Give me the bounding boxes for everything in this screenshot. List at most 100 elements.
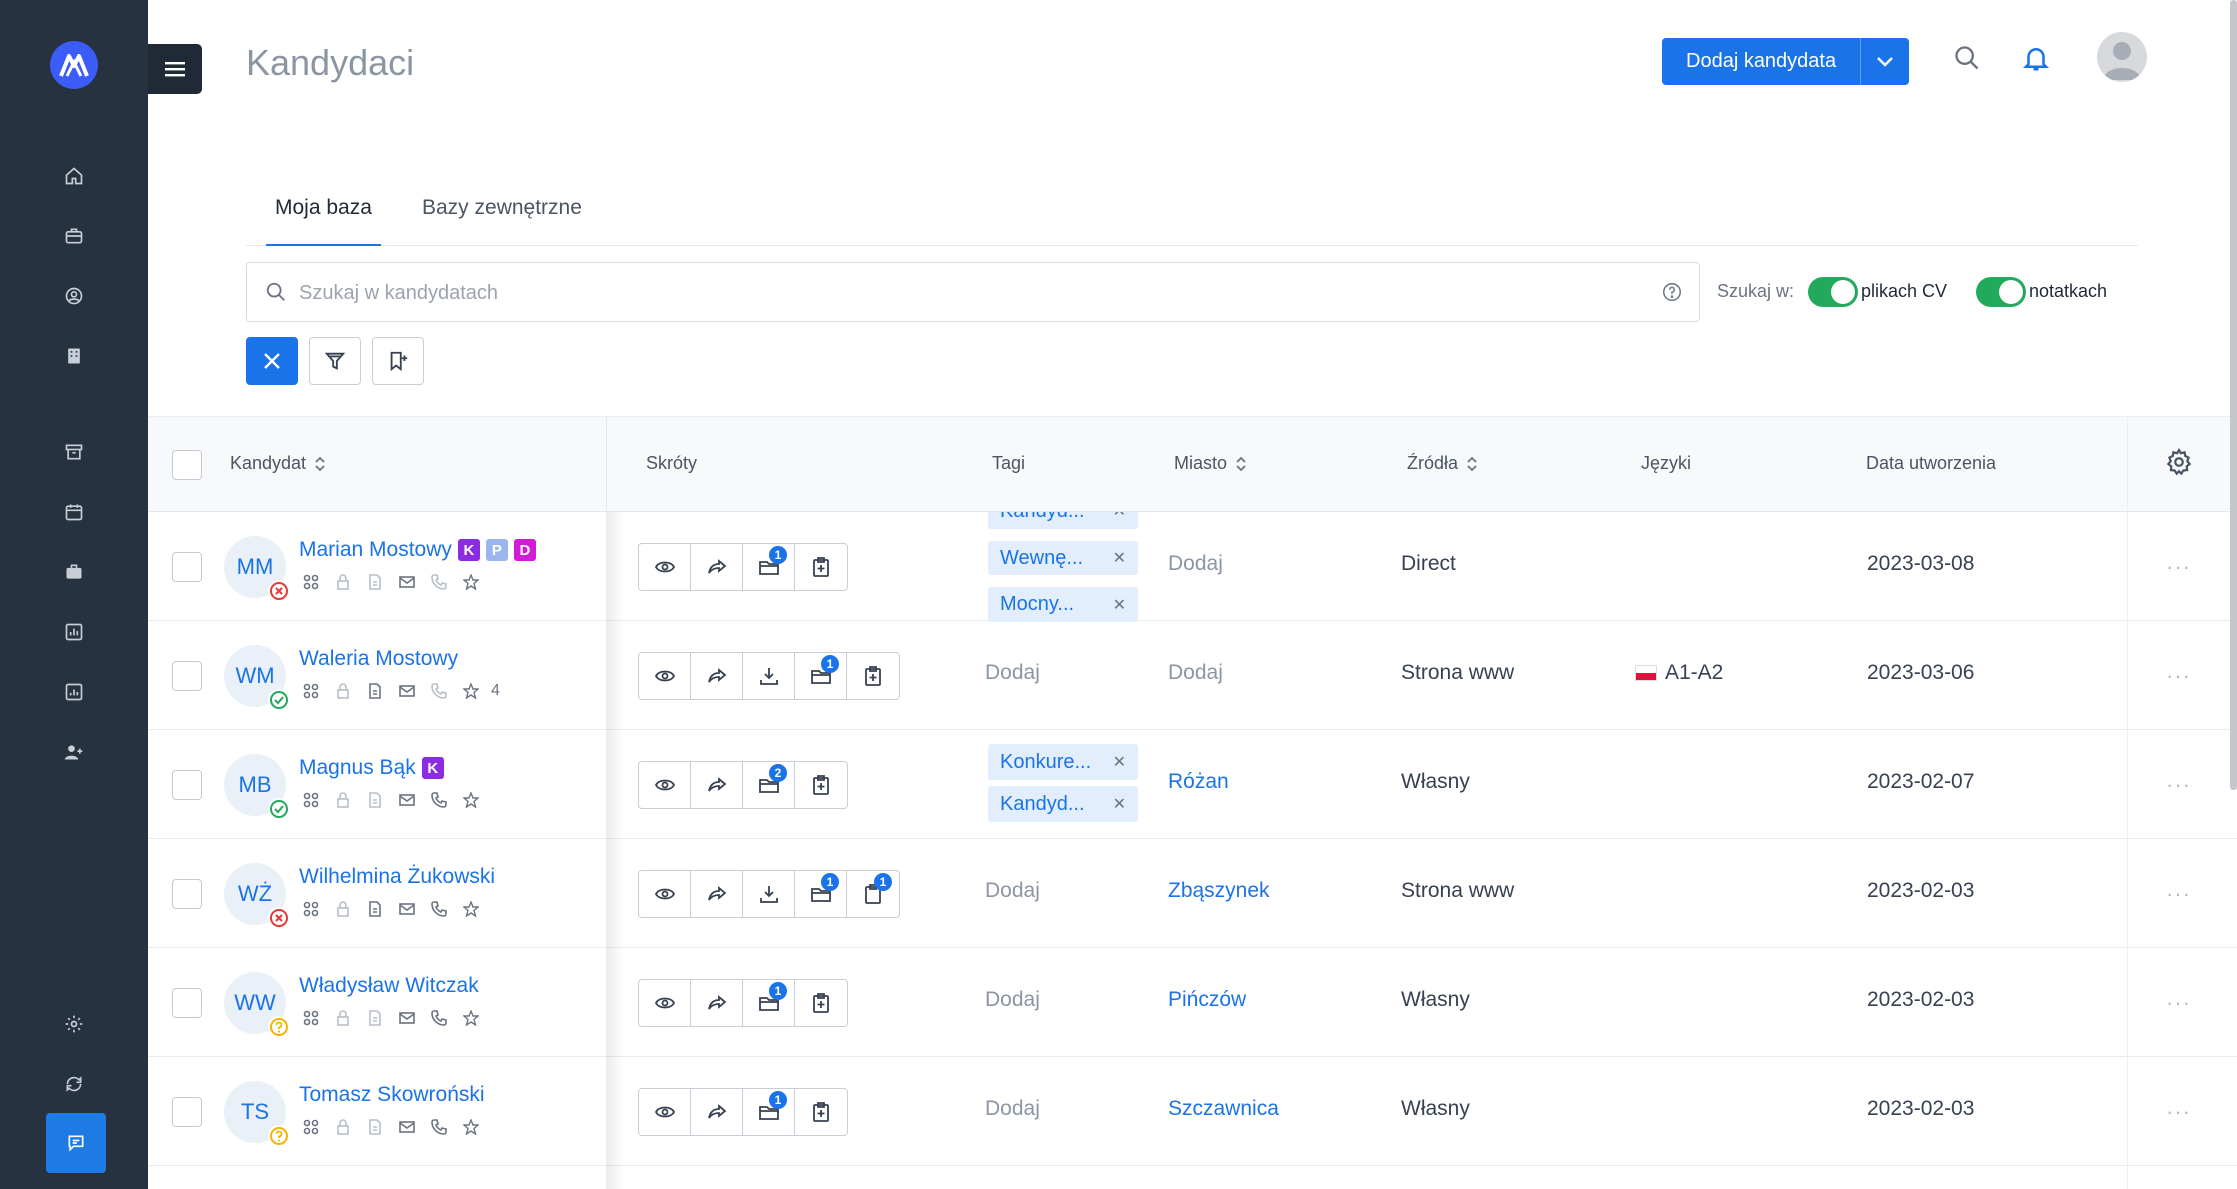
add-candidate-button[interactable]: Dodaj kandydata [1662, 38, 1862, 85]
row-checkbox[interactable] [172, 1097, 202, 1127]
user-circle-icon[interactable] [58, 280, 90, 312]
preview-button[interactable] [639, 762, 691, 808]
avatar[interactable]: WM [224, 645, 290, 711]
tags-add[interactable]: Dodaj [985, 988, 1040, 1011]
gear-icon[interactable] [2164, 447, 2194, 477]
add-to-list-button[interactable] [795, 980, 847, 1026]
row-checkbox[interactable] [172, 661, 202, 691]
table-row[interactable]: WŻ Wilhelmina Żukowski 1 1 Dodaj Zbąszyn… [148, 839, 2237, 948]
table-row[interactable]: WW Władysław Witczak 1 Dodaj Pińczów Wła… [148, 948, 2237, 1057]
folder-button[interactable]: 1 [743, 544, 795, 590]
close-icon[interactable]: ✕ [1112, 796, 1126, 813]
tag-chip[interactable]: Kandyd... ✕ [988, 786, 1138, 822]
city-link[interactable]: Zbąszynek [1168, 879, 1270, 902]
row-menu-button[interactable]: ··· [2166, 554, 2191, 579]
tags-add[interactable]: Dodaj [985, 1097, 1040, 1120]
city-link[interactable]: Pińczów [1168, 988, 1247, 1011]
add-to-list-button[interactable] [795, 544, 847, 590]
sync-icon[interactable] [58, 1068, 90, 1100]
row-menu-button[interactable]: ··· [2166, 881, 2191, 906]
folder-button[interactable]: 1 [795, 653, 847, 699]
app-logo[interactable] [50, 41, 98, 89]
tab-external-bases[interactable]: Bazy zewnętrzne [422, 196, 582, 219]
avatar[interactable]: TS [224, 1081, 290, 1147]
city-link[interactable]: Szczawnica [1168, 1097, 1279, 1120]
archive-icon[interactable] [58, 436, 90, 468]
th-sources[interactable]: Źródła [1407, 453, 1478, 474]
tag-chip[interactable]: Konkure... ✕ [988, 744, 1138, 780]
help-icon[interactable] [1661, 281, 1683, 303]
tag-chip[interactable]: Kandyd... ✕ [988, 512, 1138, 529]
tag-chip[interactable]: Wewnę... ✕ [988, 540, 1138, 576]
candidate-name-link[interactable]: Wilhelmina Żukowski [299, 865, 495, 889]
row-menu-button[interactable]: ··· [2166, 772, 2191, 797]
avatar[interactable]: MB [224, 754, 290, 820]
table-row[interactable]: TS Tomasz Skowroński 1 Dodaj Szczawnica … [148, 1057, 2237, 1166]
tag-chip[interactable]: Mocny... ✕ [988, 587, 1138, 622]
tags-add[interactable]: Dodaj [985, 661, 1040, 684]
table-row[interactable]: MB Magnus Bąk K 2 Konkure... ✕ Kandyd... ✕ … [148, 730, 2237, 839]
preview-button[interactable] [639, 871, 691, 917]
share-button[interactable] [691, 980, 743, 1026]
chart-icon[interactable] [58, 616, 90, 648]
report-icon[interactable] [58, 676, 90, 708]
chat-button[interactable] [46, 1113, 106, 1173]
toggle-cv-files[interactable] [1808, 277, 1858, 307]
user-avatar[interactable] [2097, 32, 2147, 82]
add-to-list-button[interactable] [847, 653, 899, 699]
share-button[interactable] [691, 1089, 743, 1135]
row-checkbox[interactable] [172, 770, 202, 800]
folder-button[interactable]: 1 [743, 1089, 795, 1135]
share-button[interactable] [691, 871, 743, 917]
download-cv-button[interactable] [743, 871, 795, 917]
download-cv-button[interactable] [743, 653, 795, 699]
clear-filters-button[interactable] [246, 337, 298, 385]
menu-toggle-button[interactable] [148, 44, 202, 94]
preview-button[interactable] [639, 980, 691, 1026]
share-button[interactable] [691, 544, 743, 590]
share-button[interactable] [691, 762, 743, 808]
filter-button[interactable] [309, 337, 361, 385]
building-icon[interactable] [58, 340, 90, 372]
row-checkbox[interactable] [172, 988, 202, 1018]
close-icon[interactable]: ✕ [1112, 754, 1126, 771]
table-row[interactable]: WM Waleria Mostowy 4 1 Dodaj Dodaj Stron… [148, 621, 2237, 730]
avatar[interactable]: WW [224, 972, 290, 1038]
row-menu-button[interactable]: ··· [2166, 663, 2191, 688]
th-candidate[interactable]: Kandydat [230, 453, 326, 474]
home-icon[interactable] [58, 160, 90, 192]
tab-my-base[interactable]: Moja baza [266, 196, 381, 246]
save-search-button[interactable] [372, 337, 424, 385]
calendar-icon[interactable] [58, 496, 90, 528]
row-checkbox[interactable] [172, 552, 202, 582]
candidate-name-link[interactable]: Magnus Bąk K [299, 756, 444, 780]
toggle-notes[interactable] [1976, 277, 2026, 307]
share-button[interactable] [691, 653, 743, 699]
close-icon[interactable]: ✕ [1112, 550, 1126, 567]
candidate-name-link[interactable]: Tomasz Skowroński [299, 1083, 485, 1107]
tags-add[interactable]: Dodaj [985, 879, 1040, 902]
select-all-checkbox[interactable] [172, 450, 202, 480]
close-icon[interactable]: ✕ [1112, 596, 1126, 614]
work-icon[interactable] [58, 556, 90, 588]
preview-button[interactable] [639, 1089, 691, 1135]
candidate-name-link[interactable]: Władysław Witczak [299, 974, 479, 998]
city-add[interactable]: Dodaj [1168, 661, 1223, 684]
preview-button[interactable] [639, 653, 691, 699]
briefcase-icon[interactable] [58, 220, 90, 252]
folder-button[interactable]: 1 [743, 980, 795, 1026]
add-to-list-button[interactable] [795, 1089, 847, 1135]
row-menu-button[interactable]: ··· [2166, 1099, 2191, 1124]
avatar[interactable]: WŻ [224, 863, 290, 929]
add-to-list-button[interactable] [795, 762, 847, 808]
folder-button[interactable]: 1 [795, 871, 847, 917]
folder-button[interactable]: 2 [743, 762, 795, 808]
page-scrollbar[interactable] [2230, 0, 2237, 790]
bell-icon[interactable] [2021, 43, 2051, 73]
candidate-name-link[interactable]: Marian Mostowy K P D [299, 538, 536, 562]
search-icon[interactable] [1953, 44, 1981, 72]
candidate-name-link[interactable]: Waleria Mostowy [299, 647, 458, 671]
city-add[interactable]: Dodaj [1168, 552, 1223, 575]
row-checkbox[interactable] [172, 879, 202, 909]
